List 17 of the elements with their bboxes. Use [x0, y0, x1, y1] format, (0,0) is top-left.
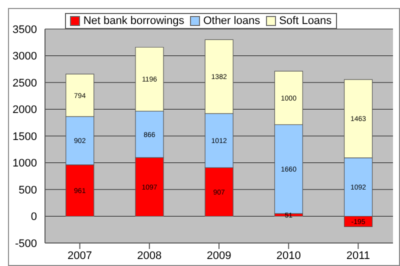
y-tick-label: 3500: [12, 24, 37, 36]
legend-label: Net bank borrowings: [82, 15, 184, 27]
x-tick-label: 2008: [137, 250, 162, 262]
x-tick-label: 2009: [206, 250, 232, 262]
y-tick-label: 2000: [12, 104, 37, 116]
x-tick-label: 2010: [276, 250, 301, 262]
legend-label: Soft Loans: [278, 15, 332, 27]
y-tick-label: 0: [30, 211, 37, 224]
legend-label: Other loans: [202, 15, 260, 27]
x-tick-label: 2007: [68, 250, 92, 262]
y-tick-label: 1000: [12, 158, 37, 170]
x-tick-label: 2011: [346, 250, 370, 262]
y-tick-label: -500: [14, 238, 37, 250]
y-tick-label: 2500: [12, 77, 37, 90]
y-tick-label: 500: [18, 184, 37, 196]
y-tick-label: 1500: [12, 130, 37, 143]
y-tick-label: 3000: [12, 50, 37, 63]
